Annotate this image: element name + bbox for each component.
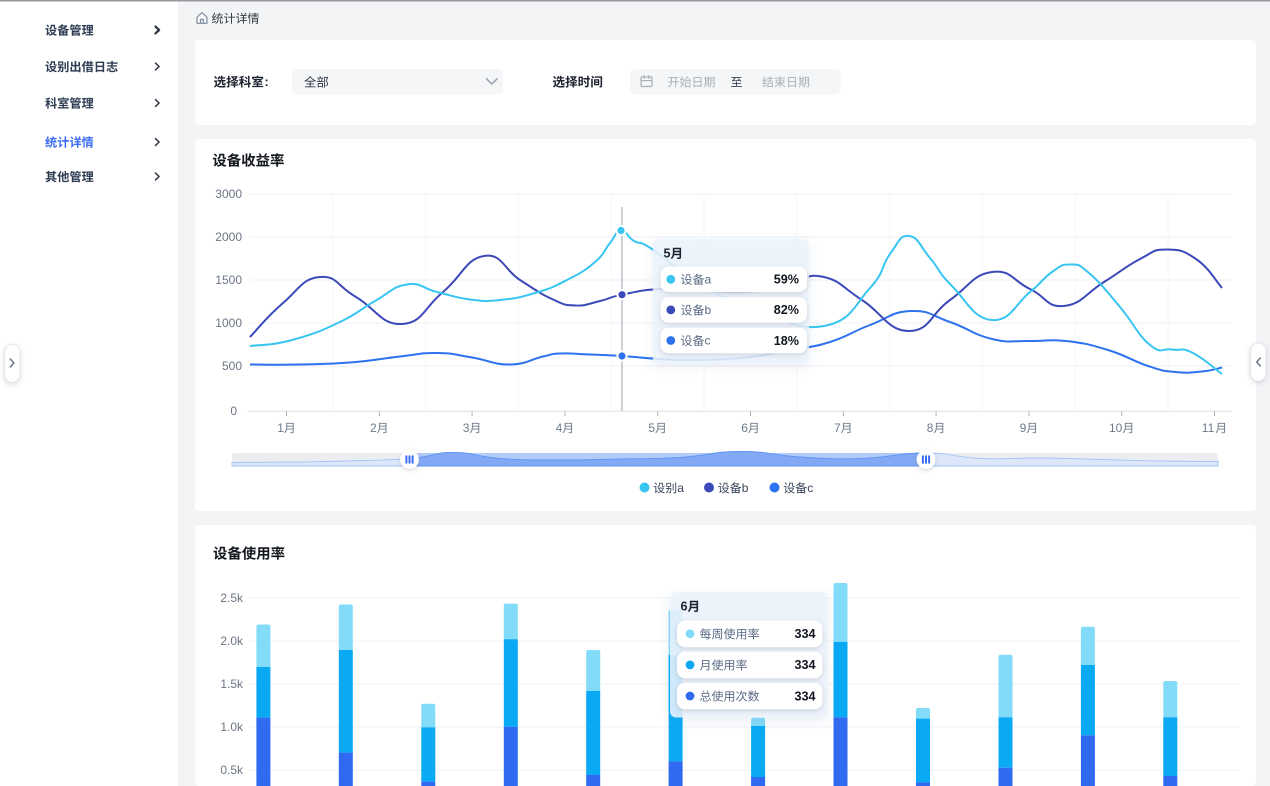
svg-text:1500: 1500 xyxy=(215,273,242,287)
svg-text:b: b xyxy=(705,303,712,317)
svg-text:3000: 3000 xyxy=(215,187,242,201)
svg-text:334: 334 xyxy=(794,627,815,641)
svg-text:0.5k: 0.5k xyxy=(220,763,244,777)
svg-text:2.5k: 2.5k xyxy=(220,591,244,605)
svg-text:a: a xyxy=(705,272,712,286)
svg-text:b: b xyxy=(742,481,749,495)
svg-text:5: 5 xyxy=(648,421,655,435)
svg-text:500: 500 xyxy=(222,359,242,373)
svg-text:82%: 82% xyxy=(774,303,799,317)
svg-text:3: 3 xyxy=(463,421,470,435)
svg-text:8: 8 xyxy=(927,421,934,435)
svg-text:2000: 2000 xyxy=(215,230,242,244)
svg-text:5: 5 xyxy=(664,246,671,260)
svg-text:6: 6 xyxy=(741,421,748,435)
svg-text:334: 334 xyxy=(794,658,815,672)
svg-text:7: 7 xyxy=(834,421,841,435)
svg-text:18%: 18% xyxy=(774,334,799,348)
svg-text:10: 10 xyxy=(1109,421,1123,435)
svg-text:0: 0 xyxy=(230,404,237,418)
svg-text:1: 1 xyxy=(277,421,284,435)
svg-text:1.5k: 1.5k xyxy=(220,677,244,691)
svg-text::: : xyxy=(265,75,269,89)
svg-text:a: a xyxy=(677,481,684,495)
svg-text:334: 334 xyxy=(794,689,815,703)
svg-text:59%: 59% xyxy=(774,273,799,287)
svg-text:4: 4 xyxy=(556,421,563,435)
svg-text:1.0k: 1.0k xyxy=(220,720,244,734)
svg-text:1000: 1000 xyxy=(215,316,242,330)
svg-text:6: 6 xyxy=(681,599,688,613)
svg-text:11: 11 xyxy=(1202,421,1215,435)
svg-text:c: c xyxy=(705,334,711,348)
svg-text:c: c xyxy=(807,481,813,495)
svg-text:2.0k: 2.0k xyxy=(220,634,244,648)
svg-text:2: 2 xyxy=(370,421,377,435)
svg-text:9: 9 xyxy=(1020,421,1027,435)
